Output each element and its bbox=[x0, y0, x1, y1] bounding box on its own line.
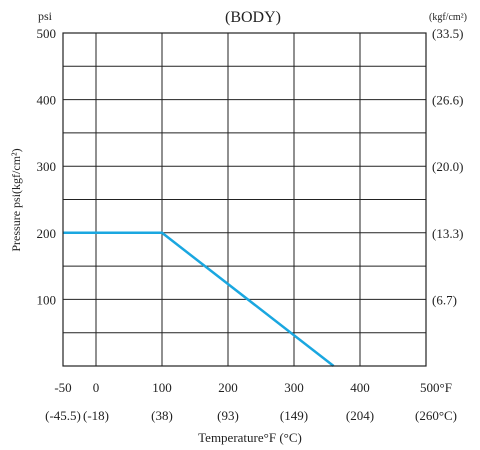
series-line bbox=[63, 231, 335, 367]
y-axis-label: Pressure psi(kgf/cm²) bbox=[9, 148, 23, 251]
y-tick-label: 200 bbox=[37, 226, 57, 241]
y-tick-label: 300 bbox=[37, 159, 57, 174]
y-unit-right: (kgf/cm²) bbox=[429, 12, 467, 23]
y-tick-label-right: (20.0) bbox=[432, 159, 463, 174]
y-tick-label-right: (33.5) bbox=[432, 26, 463, 41]
tick-labels: -50 (-45.5) 0 (-18) 100 (38) 200 (93) 300 (149) 40… bbox=[37, 26, 464, 423]
plot-frame bbox=[62, 32, 427, 367]
x-tick-label-celsius: (93) bbox=[217, 408, 239, 423]
grid bbox=[62, 33, 427, 366]
y-tick-label: 500 bbox=[37, 26, 57, 41]
x-tick-label: 500°F bbox=[420, 380, 452, 395]
x-tick-label: 100 bbox=[152, 380, 172, 395]
x-tick-label: 200 bbox=[218, 380, 238, 395]
y-tick-label: 400 bbox=[37, 93, 57, 108]
series-lines bbox=[63, 231, 335, 367]
x-tick-label-celsius: (-18) bbox=[83, 408, 109, 423]
x-tick-label: -50 bbox=[54, 380, 71, 395]
x-tick-label-celsius: (-45.5) bbox=[45, 408, 81, 423]
x-tick-label: 400 bbox=[350, 380, 370, 395]
chart-title: (BODY) bbox=[225, 9, 281, 26]
x-tick-label-celsius: (149) bbox=[280, 408, 308, 423]
y-unit-left: psi bbox=[38, 9, 53, 23]
x-tick-label: 300 bbox=[284, 380, 304, 395]
x-tick-label-celsius: (204) bbox=[346, 408, 374, 423]
x-tick-label-celsius: (260°C) bbox=[415, 408, 457, 423]
y-tick-label-right: (6.7) bbox=[432, 292, 457, 307]
x-tick-label: 0 bbox=[93, 380, 100, 395]
y-tick-label: 100 bbox=[37, 292, 57, 307]
y-tick-label-right: (13.3) bbox=[432, 226, 463, 241]
y-tick-label-right: (26.6) bbox=[432, 93, 463, 108]
x-axis-label: Temperature°F (°C) bbox=[198, 430, 302, 445]
x-tick-label-celsius: (38) bbox=[151, 408, 173, 423]
